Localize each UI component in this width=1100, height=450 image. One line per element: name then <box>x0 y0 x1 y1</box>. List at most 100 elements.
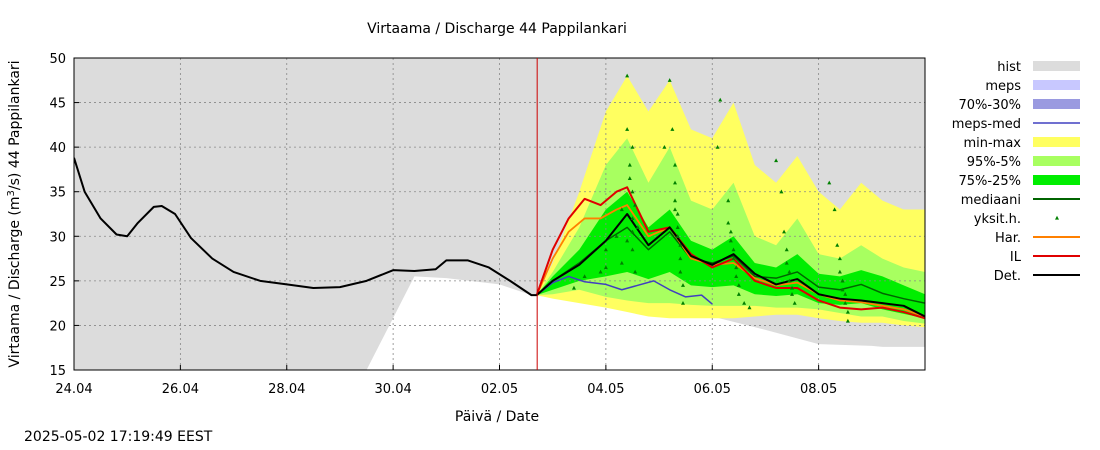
legend-swatch-meps_70_30 <box>1033 99 1080 109</box>
legend-label-hist: hist <box>997 60 1021 75</box>
yksit-point <box>635 225 640 229</box>
yksit-point <box>837 256 842 261</box>
legend-label-minmax: min-max <box>963 136 1021 151</box>
yksit-point <box>630 247 635 252</box>
yksit-point <box>673 162 678 167</box>
x-tick-label: 24.04 <box>55 382 92 397</box>
yksit-point <box>670 127 675 131</box>
yksit-point <box>675 225 680 229</box>
yksit-point <box>603 265 608 270</box>
x-axis-ticks: 24.04 26.04 28.04 30.04 02.05 04.05 06.05 08.05 <box>55 365 837 397</box>
yksit-point <box>571 285 576 290</box>
yksit-point <box>673 180 678 185</box>
legend-label-mediaani: mediaani <box>961 193 1021 208</box>
yksit-point <box>843 300 848 305</box>
yksit-point <box>784 247 789 252</box>
yksit-point <box>614 234 619 238</box>
yksit-point <box>787 269 792 274</box>
yksit-point <box>633 202 638 207</box>
yksit-point <box>726 220 731 225</box>
chart-title: Virtaama / Discharge 44 Pappilankari <box>367 21 627 37</box>
yksit-point <box>630 144 635 149</box>
yksit-point <box>827 180 832 185</box>
yksit-point <box>598 269 603 274</box>
x-tick-label: 04.05 <box>587 382 624 397</box>
yksit-point <box>734 265 739 270</box>
legend-label-il: IL <box>1010 250 1022 265</box>
legend-label-p75_25: 75%-25% <box>959 174 1021 189</box>
legend-label-meps_med: meps-med <box>952 117 1021 132</box>
yksit-point <box>630 189 635 194</box>
yksit-point <box>731 247 736 252</box>
yksit-point <box>837 269 842 274</box>
yksit-point <box>625 73 630 78</box>
x-tick-label: 28.04 <box>268 382 305 397</box>
yksit-point <box>673 207 678 212</box>
yksit-point <box>673 198 678 203</box>
yksit-point <box>603 247 608 252</box>
yksit-point <box>774 158 779 163</box>
line-il <box>535 186 925 320</box>
x-tick-label: 02.05 <box>481 382 518 397</box>
legend-label-p95_5: 95%-5% <box>967 155 1021 170</box>
yksit-point <box>619 260 624 265</box>
yksit-point <box>734 274 739 278</box>
yksit-point <box>627 176 632 180</box>
yksit-point <box>627 162 632 167</box>
yksit-point <box>787 278 792 283</box>
yksit-point <box>680 283 685 287</box>
yksit-point <box>845 309 850 314</box>
legend-label-meps: meps <box>985 79 1021 94</box>
legend-label-det: Det. <box>994 269 1021 284</box>
yksit-point <box>731 256 736 261</box>
yksit-point <box>845 318 850 323</box>
timestamp: 2025-05-02 17:19:49 EEST <box>24 429 213 445</box>
yksit-point <box>715 144 720 149</box>
x-tick-label: 26.04 <box>162 382 199 397</box>
yksit-point <box>678 269 683 274</box>
yksit-point <box>678 256 683 261</box>
legend-label-meps_70_30: 70%-30% <box>959 98 1021 113</box>
x-tick-label: 30.04 <box>375 382 412 397</box>
legend-label-yksit: yksit.h. <box>974 212 1021 227</box>
yksit-point <box>630 229 635 234</box>
y-tick-label: 20 <box>49 319 66 334</box>
yksit-point <box>678 243 683 247</box>
y-tick-label: 15 <box>49 364 66 379</box>
yksit-point <box>779 189 784 194</box>
yksit-point <box>792 300 797 305</box>
legend-swatch-hist <box>1033 61 1080 71</box>
band-hist-white <box>366 276 925 370</box>
yksit-point <box>747 305 752 310</box>
line-det <box>74 157 925 318</box>
y-tick-label: 25 <box>49 275 66 290</box>
yksit-point <box>728 238 733 243</box>
y-tick-label: 50 <box>49 52 66 67</box>
yksit-point <box>680 300 685 305</box>
yksit-point <box>633 269 638 274</box>
y-axis-label: Virtaama / Discharge (m3/s) 44 Pappilank… <box>6 60 23 367</box>
y-tick-label: 40 <box>49 141 66 156</box>
x-axis-label: Päivä / Date <box>455 409 539 425</box>
yksit-point <box>840 278 845 283</box>
yksit-point <box>667 78 672 82</box>
yksit-points <box>571 73 850 323</box>
yksit-point <box>782 229 787 234</box>
yksit-point <box>835 243 840 247</box>
yksit-point <box>718 97 723 102</box>
yksit-point <box>832 207 837 212</box>
yksit-point <box>630 216 635 221</box>
x-tick-label: 06.05 <box>694 382 731 397</box>
x-tick-label: 08.05 <box>800 382 837 397</box>
yksit-point <box>840 287 845 292</box>
yksit-point <box>728 229 733 234</box>
grid-lines <box>74 58 925 370</box>
yksit-point <box>742 300 747 305</box>
yksit-point <box>790 285 795 290</box>
y-tick-label: 45 <box>49 97 66 112</box>
yksit-point <box>843 292 848 296</box>
yksit-point <box>582 274 587 278</box>
yksit-point <box>625 238 630 243</box>
legend-swatch-meps <box>1033 80 1080 90</box>
